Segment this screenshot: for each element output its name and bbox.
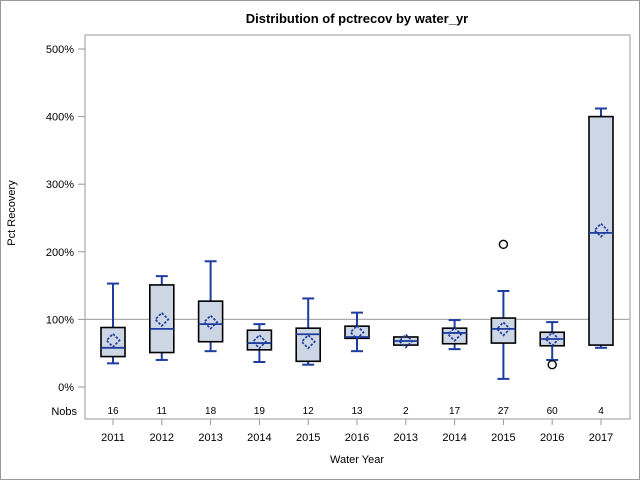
mean-diamond <box>154 311 170 328</box>
nobs-value: 60 <box>547 406 559 417</box>
nobs-value: 11 <box>157 406 168 417</box>
x-category-label: 2016 <box>540 432 564 444</box>
mean-diamond <box>593 222 609 238</box>
x-category-label: 2012 <box>150 432 174 444</box>
y-axis-label: Pct Recovery <box>6 180 18 246</box>
outlier-point <box>498 239 509 250</box>
plot-area: 0% 100% 200% 300% 400% 500% 16 2011 11 2012 18 2013… <box>46 34 631 444</box>
mean-diamond <box>300 334 316 350</box>
x-category-label: 2011 <box>101 432 125 444</box>
x-category-label: 2016 <box>345 432 369 444</box>
nobs-value: 18 <box>205 406 217 417</box>
y-tick-label: 100% <box>46 314 74 326</box>
mean-diamond <box>105 332 121 349</box>
x-category-label: 2015 <box>491 432 515 444</box>
plot-frame <box>84 34 631 420</box>
mean-diamond <box>495 321 512 337</box>
box <box>490 317 517 344</box>
nobs-value: 16 <box>107 406 119 417</box>
y-tick-label: 200% <box>46 247 74 259</box>
box <box>100 326 126 358</box>
box <box>246 329 273 351</box>
nobs-value: 12 <box>303 406 315 417</box>
mean-diamond <box>398 333 414 349</box>
nobs-value: 2 <box>403 406 409 417</box>
nobs-value: 13 <box>351 406 363 417</box>
box <box>197 300 224 343</box>
x-category-label: 2013 <box>198 432 222 444</box>
x-category-label: 2013 <box>394 432 418 444</box>
x-axis-label: Water Year <box>330 454 384 466</box>
nobs-value: 17 <box>449 406 461 417</box>
mean-diamond <box>202 314 219 330</box>
mean-diamond <box>446 326 463 342</box>
y-tick-label: 500% <box>46 44 74 56</box>
nobs-row-label: Nobs <box>51 406 77 418</box>
nobs-value: 4 <box>598 406 604 417</box>
y-tick-label: 300% <box>46 179 74 191</box>
x-category-label: 2014 <box>442 432 466 444</box>
x-category-label: 2014 <box>247 432 271 444</box>
box <box>588 115 614 346</box>
chart-title: Distribution of pctrecov by water_yr <box>246 11 469 26</box>
y-tick-label: 0% <box>58 382 74 394</box>
x-category-label: 2017 <box>589 432 613 444</box>
nobs-value: 27 <box>498 406 510 417</box>
y-tick-label: 400% <box>46 112 74 124</box>
mean-diamond <box>349 324 365 340</box>
x-category-label: 2015 <box>296 432 320 444</box>
nobs-value: 19 <box>254 406 266 417</box>
box <box>295 327 322 363</box>
mean-diamond <box>251 334 268 350</box>
outlier-point <box>547 359 557 370</box>
box <box>149 284 175 354</box>
mean-diamond <box>544 331 560 347</box>
